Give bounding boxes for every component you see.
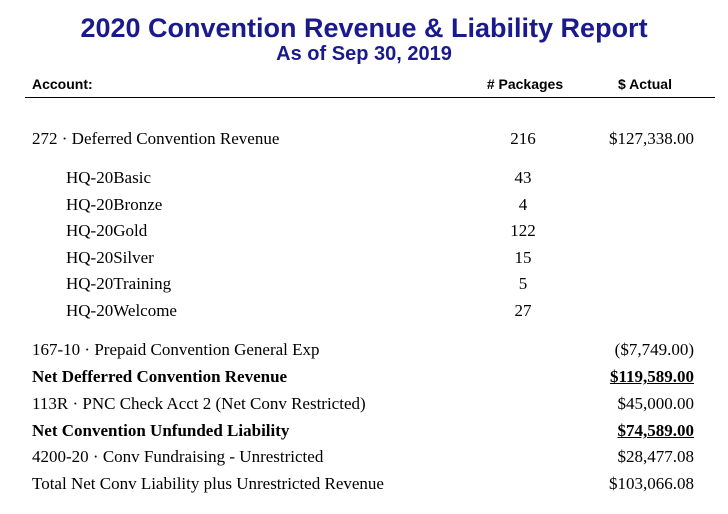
table-row-package: HQ-20Basic 43 <box>0 167 728 189</box>
table-row-pnc-check-account: 113R · PNC Check Acct 2 (Net Conv Restri… <box>0 393 728 415</box>
row-label: Net Defferred Convention Revenue <box>32 367 288 386</box>
row-packages: 4 <box>518 195 528 214</box>
header-divider <box>25 97 715 98</box>
row-label: HQ-20Basic <box>66 168 151 187</box>
table-row-net-deferred-revenue: Net Defferred Convention Revenue $119,58… <box>0 366 728 388</box>
row-packages: 15 <box>514 248 532 267</box>
table-row-prepaid-expense: 167-10 · Prepaid Convention General Exp … <box>0 339 728 361</box>
row-amount: $103,066.08 <box>609 474 694 493</box>
row-amount: $45,000.00 <box>617 394 695 413</box>
table-row-total-net-liability: Total Net Conv Liability plus Unrestrict… <box>0 473 728 495</box>
table-row-package: HQ-20Bronze 4 <box>0 194 728 216</box>
table-row-package: HQ-20Welcome 27 <box>0 300 728 322</box>
row-label: 272 · Deferred Convention Revenue <box>32 129 280 148</box>
row-packages: 122 <box>510 221 536 240</box>
row-label: HQ-20Training <box>66 274 172 293</box>
row-amount: ($7,749.00) <box>614 340 694 359</box>
row-amount: $127,338.00 <box>609 129 694 148</box>
row-label: HQ-20Gold <box>66 221 148 240</box>
column-header-actual: $ Actual <box>618 76 672 92</box>
row-amount: $74,589.00 <box>617 421 695 440</box>
row-packages: 43 <box>514 168 532 187</box>
row-packages: 27 <box>514 301 532 320</box>
row-packages: 216 <box>510 129 536 148</box>
table-row-package: HQ-20Training 5 <box>0 273 728 295</box>
row-label: 113R · PNC Check Acct 2 (Net Conv Restri… <box>32 394 366 413</box>
row-label: HQ-20Silver <box>66 248 154 267</box>
row-label: HQ-20Bronze <box>66 195 163 214</box>
row-label: 4200-20 · Conv Fundraising - Unrestricte… <box>32 447 324 466</box>
row-packages: 5 <box>518 274 528 293</box>
column-header-account: Account: <box>32 76 93 92</box>
row-label: Total Net Conv Liability plus Unrestrict… <box>32 474 384 493</box>
table-row-unfunded-liability: Net Convention Unfunded Liability $74,58… <box>0 420 728 442</box>
row-amount: $28,477.08 <box>617 447 695 466</box>
table-row-conv-fundraising: 4200-20 · Conv Fundraising - Unrestricte… <box>0 446 728 468</box>
row-label: Net Convention Unfunded Liability <box>32 421 290 440</box>
row-amount: $119,589.00 <box>609 367 694 386</box>
report-subtitle: As of Sep 30, 2019 <box>276 43 452 65</box>
row-label: HQ-20Welcome <box>66 301 177 320</box>
table-row-package: HQ-20Silver 15 <box>0 247 728 269</box>
report-title: 2020 Convention Revenue & Liability Repo… <box>80 13 648 43</box>
table-row-deferred-revenue: 272 · Deferred Convention Revenue 216 $1… <box>0 128 728 150</box>
column-header-packages: # Packages <box>486 76 564 92</box>
row-label: 167-10 · Prepaid Convention General Exp <box>32 340 320 359</box>
table-row-package: HQ-20Gold 122 <box>0 220 728 242</box>
